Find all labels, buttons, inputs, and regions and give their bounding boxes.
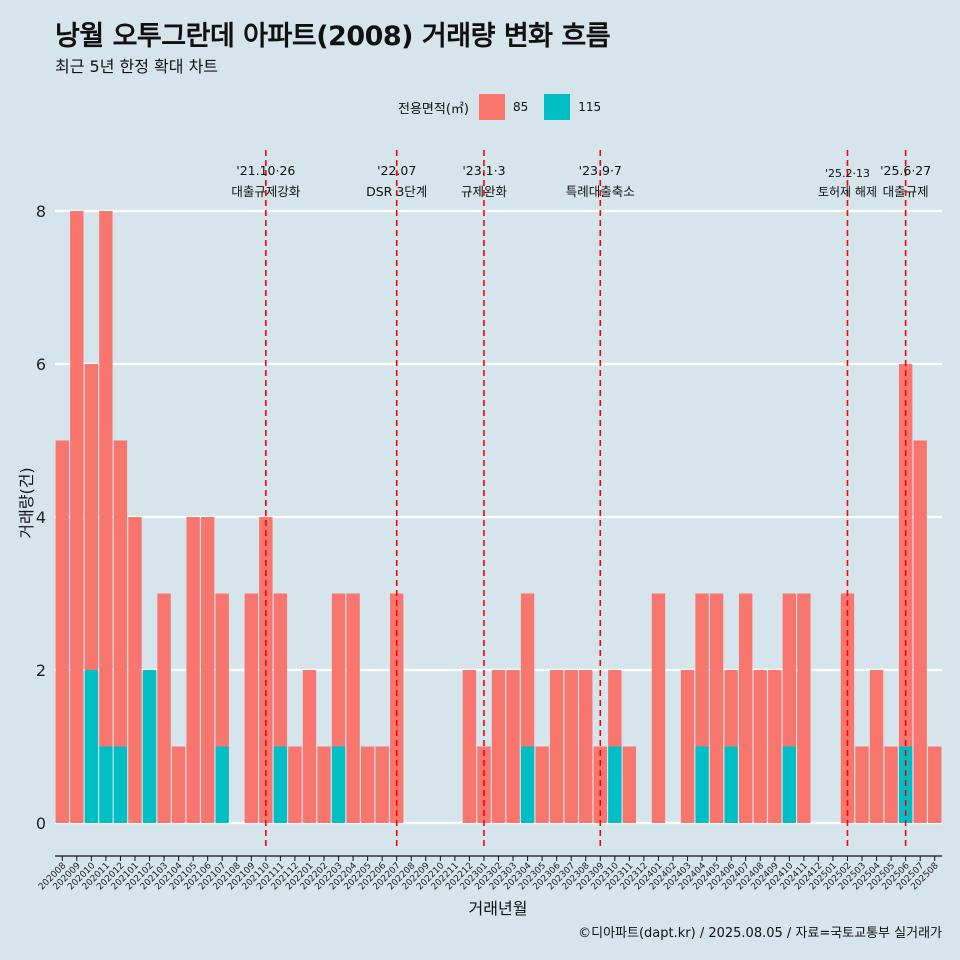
bar-85-202505 — [884, 746, 898, 823]
bar-85-202203 — [331, 593, 346, 747]
event-date: '21.10·26 — [236, 163, 295, 178]
bar-115-202310 — [608, 746, 622, 823]
legend: 전용면적(㎡) 85 115 — [398, 94, 617, 120]
bar-85-202507 — [913, 440, 927, 823]
bar-85-202009 — [70, 211, 84, 823]
bar-85-202109 — [244, 593, 258, 823]
bar-85-202112 — [288, 746, 302, 823]
bar-115-202404 — [695, 746, 709, 823]
bar-85-202503 — [855, 746, 869, 823]
bar-85-202012 — [113, 440, 128, 747]
bar-85-202409 — [768, 670, 782, 823]
bar-115-202203 — [331, 746, 346, 823]
event-date: '22.07 — [377, 163, 416, 178]
source-caption: ©디아파트(dapt.kr) / 2025.08.05 / 자료=국토교통부 실… — [578, 926, 942, 941]
chart-subtitle: 최근 5년 한정 확대 차트 — [55, 57, 219, 76]
event-label: 대출규제 — [883, 184, 929, 199]
chart-title: 낭월 오투그란데 아파트(2008) 거래량 변화 흐름 — [55, 21, 611, 52]
bar-85-202201 — [302, 670, 317, 823]
bar-85-202305 — [535, 746, 549, 823]
bar-85-202207 — [390, 593, 404, 823]
bar-85-202206 — [375, 746, 389, 823]
bar-85-202502 — [840, 593, 855, 823]
bar-115-202111 — [273, 746, 288, 823]
bar-115-202304 — [520, 746, 535, 823]
event-date: '23.1·3 — [462, 163, 505, 178]
bar-85-202508 — [928, 746, 942, 823]
x-axis-title: 거래년월 — [469, 899, 528, 918]
y-tick-label: 2 — [36, 661, 46, 680]
legend-label-85: 85 — [512, 100, 529, 114]
y-tick-label: 8 — [36, 202, 46, 221]
bar-85-202105 — [186, 517, 200, 823]
bar-85-202008 — [55, 440, 69, 823]
y-tick-label: 6 — [36, 355, 46, 374]
bar-85-202407 — [739, 593, 753, 823]
bar-85-202405 — [709, 593, 724, 823]
event-label: 대출규제강화 — [231, 184, 301, 199]
event-label: 규제완화 — [461, 184, 508, 199]
bar-85-202504 — [869, 670, 884, 823]
bar-85-202306 — [549, 670, 564, 823]
bar-85-202010 — [84, 364, 99, 670]
bar-85-202104 — [171, 746, 186, 823]
bar-85-202204 — [346, 593, 360, 823]
bar-85-202408 — [753, 670, 767, 823]
y-tick-label: 0 — [36, 814, 46, 833]
bar-85-202410 — [782, 593, 797, 747]
bar-115-202107 — [215, 746, 229, 823]
bar-85-202202 — [317, 746, 331, 823]
y-tick-label: 4 — [36, 508, 46, 527]
bar-85-202303 — [506, 670, 520, 823]
event-label: 특례대출축소 — [566, 184, 635, 199]
bar-85-202101 — [128, 517, 142, 823]
legend-swatch-115 — [544, 94, 571, 120]
bar-85-202311 — [622, 746, 637, 823]
bar-85-202406 — [724, 670, 738, 747]
event-date: '23.9·7 — [579, 163, 622, 178]
bar-85-202205 — [360, 746, 375, 823]
bar-115-202012 — [113, 746, 128, 823]
bar-85-202103 — [157, 593, 171, 823]
bar-85-202106 — [200, 517, 215, 823]
bar-85-202302 — [491, 670, 506, 823]
bar-85-202107 — [215, 593, 229, 747]
bar-115-202010 — [84, 670, 99, 823]
bar-85-202304 — [520, 593, 535, 747]
bar-85-202111 — [273, 593, 288, 747]
legend-title: 전용면적(㎡) — [398, 101, 469, 117]
legend-label-115: 115 — [578, 100, 602, 114]
y-axis-title: 거래량(건) — [17, 467, 36, 538]
bar-85-202404 — [695, 593, 709, 747]
bar-115-202011 — [99, 746, 113, 823]
bar-85-202212 — [462, 670, 477, 823]
bar-85-202011 — [99, 211, 113, 747]
bar-85-202310 — [608, 670, 622, 747]
event-label: DSR 3단계 — [366, 184, 427, 199]
bar-115-202410 — [782, 746, 797, 823]
event-date: '25.6·27 — [880, 163, 931, 178]
bar-85-202411 — [797, 593, 811, 823]
bar-115-202406 — [724, 746, 738, 823]
event-date: '25.2·13 — [825, 167, 870, 180]
bar-85-202307 — [564, 670, 578, 823]
bar-85-202308 — [579, 670, 593, 823]
event-label: 토허제 해제 — [818, 185, 877, 199]
bar-115-202102 — [142, 670, 157, 823]
legend-swatch-85 — [478, 94, 505, 120]
bar-85-202403 — [680, 670, 695, 823]
bar-85-202401 — [651, 593, 666, 823]
